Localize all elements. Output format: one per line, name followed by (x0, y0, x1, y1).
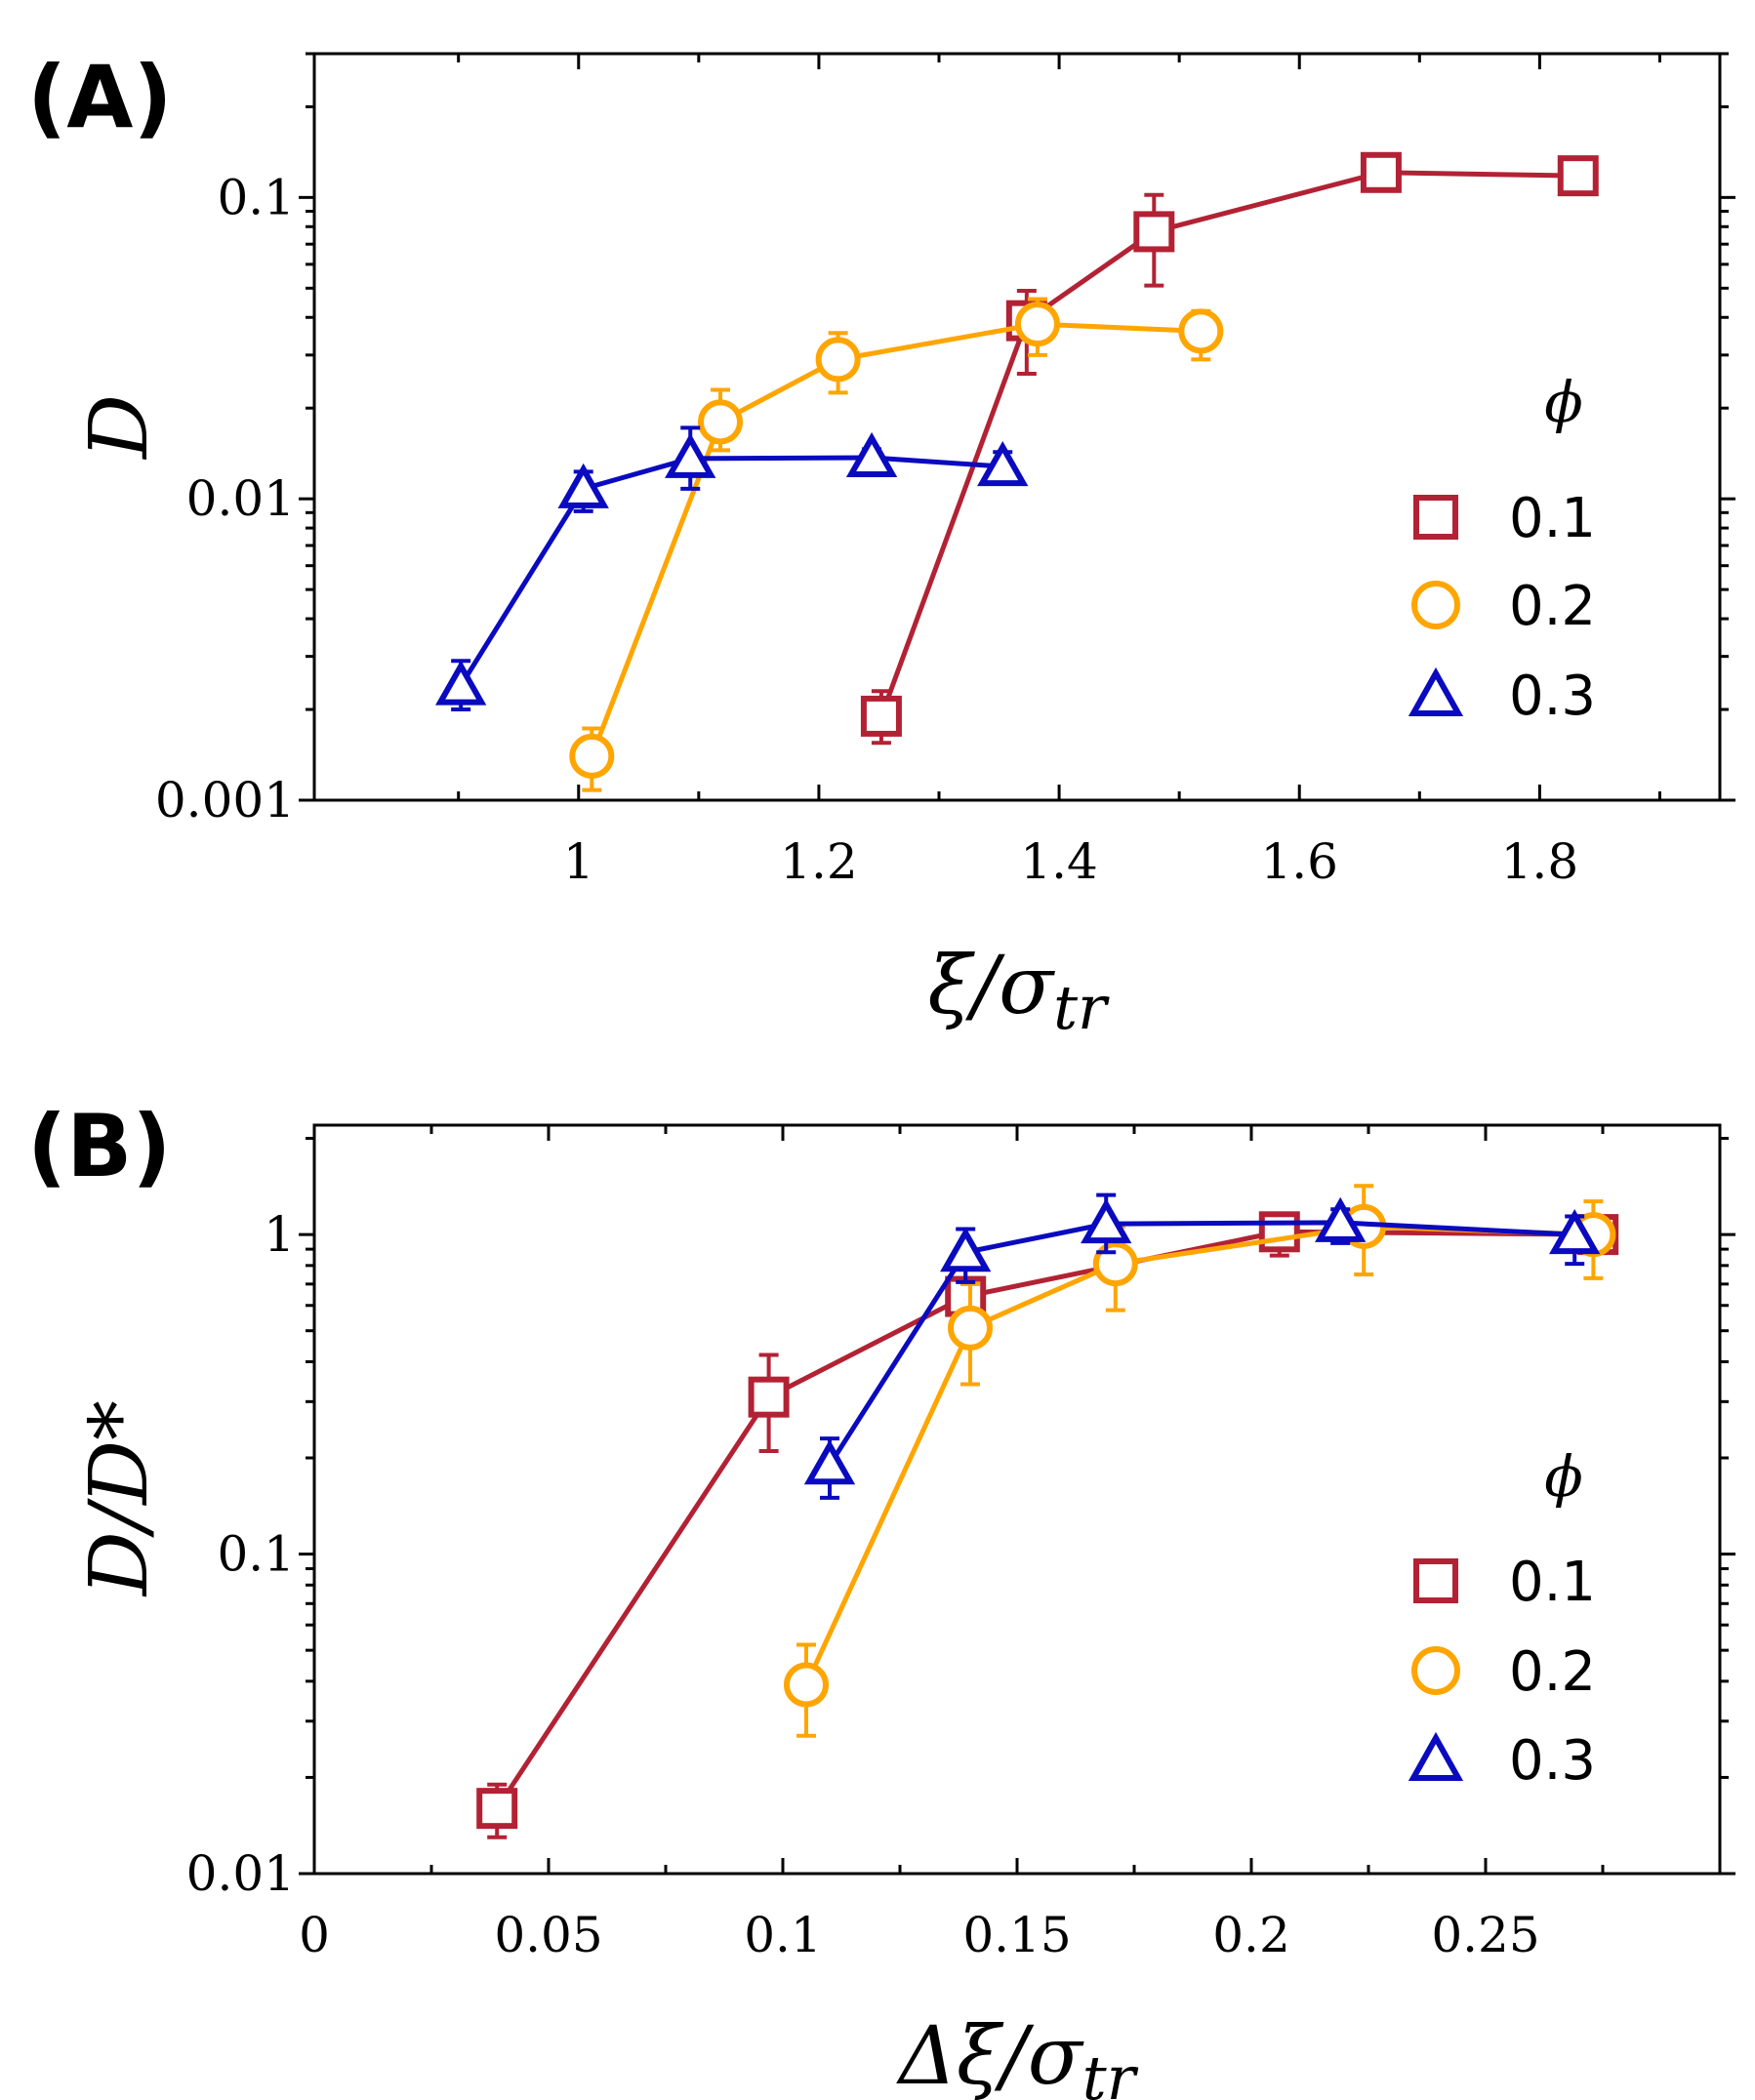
x-tick-label: 0.25 (1431, 1907, 1539, 1963)
data-point (1315, 1196, 1367, 1242)
x-tick-label: 0.1 (744, 1907, 822, 1963)
data-point (803, 1439, 856, 1485)
series-line (495, 1229, 1599, 1810)
data-point (860, 695, 902, 737)
x-tick-label: 0 (299, 1907, 330, 1963)
legend-label: 0.3 (1509, 665, 1596, 728)
data-point (815, 337, 861, 383)
y-axis-title: D (73, 394, 166, 461)
data-point (1360, 151, 1402, 193)
panel-label: (B) (27, 1096, 172, 1196)
data-point (948, 1305, 993, 1351)
x-tick-label: 1.4 (1020, 833, 1098, 890)
plot-frame (312, 52, 1722, 802)
data-point (1092, 1241, 1138, 1287)
data-point (698, 399, 743, 445)
data-point (1014, 302, 1060, 347)
legend-marker (1408, 666, 1464, 716)
series-line (459, 455, 1003, 687)
y-tick-label: 0.001 (155, 772, 295, 828)
x-tick-label: 1 (563, 833, 594, 890)
legend-marker (1411, 581, 1460, 629)
data-point (1178, 308, 1224, 354)
x-tick-label: 1.6 (1260, 833, 1338, 890)
x-axis-title: ξ/σtr (927, 940, 1110, 1043)
y-tick-label: 0.01 (186, 1845, 295, 1902)
data-point (435, 660, 487, 706)
data-point (1133, 211, 1175, 253)
series-phi-0.2 (569, 297, 1224, 792)
series-phi-0.3 (435, 425, 1029, 712)
data-point (1549, 1209, 1601, 1255)
data-point (476, 1788, 518, 1830)
x-axis-title: Δξ/σtr (896, 2010, 1139, 2100)
data-point (784, 1662, 829, 1708)
data-point (940, 1227, 992, 1272)
data-point (557, 463, 609, 508)
data-point (977, 440, 1029, 487)
y-axis-title: D/D* (73, 1400, 166, 1597)
series-line (827, 1220, 1575, 1467)
series-line (803, 1224, 1594, 1686)
y-tick-label: 0.01 (186, 470, 295, 527)
x-tick-label: 1.2 (780, 833, 858, 890)
legend-label: 0.2 (1509, 575, 1596, 638)
data-point (1081, 1198, 1132, 1244)
legend-marker (1413, 1558, 1458, 1603)
legend-marker (1411, 1646, 1460, 1695)
data-point (569, 733, 615, 779)
y-tick-label: 0.1 (217, 1526, 295, 1583)
x-tick-label: 0.05 (494, 1907, 602, 1963)
x-tick-label: 0.15 (962, 1907, 1071, 1963)
legend-title: ϕ (1544, 369, 1583, 435)
x-tick-label: 0.2 (1212, 1907, 1290, 1963)
panel-a: 1 1.2 1.4 1.6 1.8 0.001 0.01 0.1 ϕ 0.1 0.2 0.3 (A) ξ/… (27, 47, 1735, 1043)
panel-label: (A) (27, 47, 173, 147)
x-tick-label: 1.8 (1501, 833, 1579, 890)
data-point (665, 432, 716, 478)
legend-marker (1413, 495, 1458, 540)
legend-title: ϕ (1544, 1443, 1583, 1510)
legend-label: 0.1 (1509, 1551, 1596, 1614)
data-point (748, 1376, 790, 1418)
series-phi-0.3 (803, 1192, 1601, 1500)
legend-label: 0.3 (1509, 1729, 1596, 1793)
data-point (845, 431, 898, 477)
panel-b: 0 0.05 0.1 0.15 0.2 0.25 0.01 0.1 1 ϕ 0.1 0.2 0.3 (B)… (27, 1096, 1735, 2100)
series-phi-0.1 (860, 151, 1599, 746)
legend-label: 0.1 (1509, 487, 1596, 550)
data-point (1557, 155, 1599, 197)
y-tick-label: 1 (264, 1206, 295, 1263)
series-phi-0.1 (476, 1211, 1619, 1839)
series-line (589, 321, 1202, 757)
data-point (1258, 1211, 1300, 1253)
y-tick-label: 0.1 (217, 169, 295, 225)
legend-marker (1408, 1731, 1464, 1781)
series-line (878, 170, 1578, 717)
series-phi-0.2 (784, 1184, 1616, 1738)
legend-label: 0.2 (1509, 1640, 1596, 1704)
